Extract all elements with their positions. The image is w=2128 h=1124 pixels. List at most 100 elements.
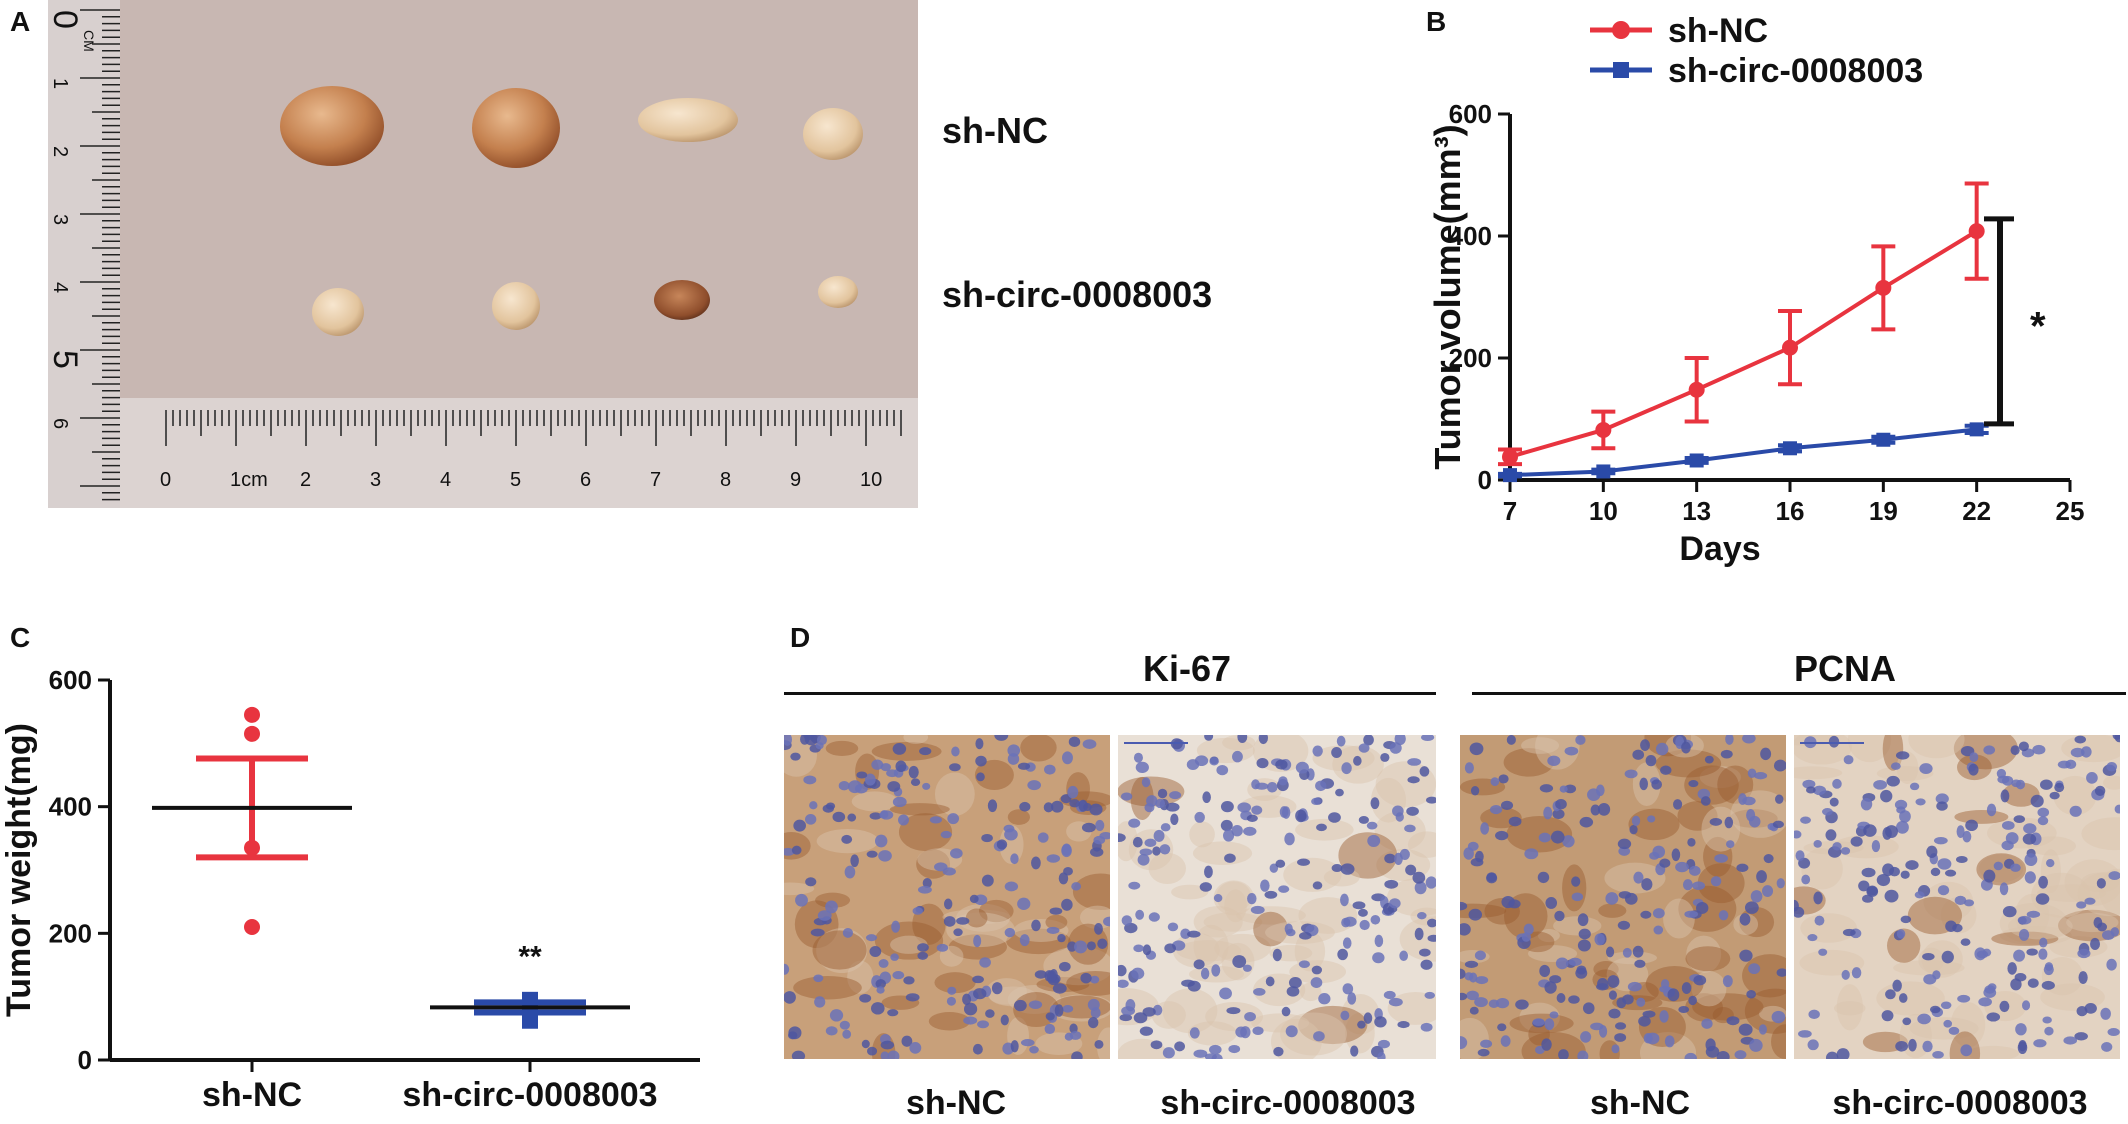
nucleus (2114, 804, 2120, 814)
nucleus (1343, 916, 1357, 927)
nucleus (1089, 803, 1103, 816)
stain-patch (1908, 735, 1965, 759)
nucleus (2027, 978, 2039, 988)
nucleus (1419, 766, 1430, 777)
stain-patch (1896, 751, 1919, 785)
nucleus (1269, 863, 1279, 873)
nucleus (1802, 779, 1816, 789)
nucleus (1495, 997, 1510, 1009)
nucleus (1795, 850, 1805, 862)
nucleus (1956, 825, 1965, 838)
nucleus (1851, 967, 1862, 979)
nucleus (1209, 1044, 1222, 1055)
ihc-label-2: sh-circ-0008003 (1160, 1084, 1416, 1122)
nucleus (2001, 840, 2014, 851)
stain-patch (1374, 811, 1426, 852)
nucleus (1671, 848, 1681, 862)
nucleus (1726, 840, 1735, 849)
data-point (244, 725, 260, 742)
stain-patch (1966, 1045, 2020, 1059)
data-point (244, 919, 260, 935)
nucleus (1405, 864, 1417, 876)
nucleus (1647, 815, 1656, 823)
nucleus (972, 975, 984, 984)
nucleus (1335, 788, 1344, 797)
nucleus (1814, 915, 1825, 926)
nucleus (2032, 744, 2046, 755)
nucleus (1121, 915, 1133, 926)
nucleus (1922, 1040, 1933, 1053)
nucleus (1579, 816, 1594, 828)
nucleus (1278, 885, 1290, 893)
nucleus (1701, 1018, 1713, 1029)
stain-patch (1771, 1024, 1786, 1059)
nucleus (1722, 975, 1733, 988)
nucleus (1224, 853, 1236, 863)
stain-patch (1079, 905, 1110, 930)
nucleus (803, 775, 817, 785)
nucleus (1633, 871, 1644, 884)
nucleus (1684, 1052, 1697, 1059)
stain-patch (1407, 831, 1436, 858)
nucleus (1524, 848, 1539, 860)
nucleus (1681, 741, 1691, 754)
nucleus (1736, 863, 1749, 872)
nucleus (2017, 915, 2032, 925)
nucleus (876, 986, 885, 994)
stain-patch (1999, 902, 2069, 944)
stain-patch (1203, 912, 1263, 932)
nucleus (1896, 929, 1906, 939)
vruler-label: 1 (49, 78, 71, 89)
nucleus (1926, 845, 1938, 858)
nucleus (795, 893, 808, 907)
nucleus (1017, 762, 1031, 770)
nucleus (1200, 967, 1210, 980)
nucleus (1544, 981, 1557, 994)
nucleus (1660, 765, 1672, 775)
nucleus (1078, 799, 1088, 812)
nucleus (1427, 934, 1436, 942)
nucleus (1086, 941, 1096, 951)
nucleus (878, 959, 889, 968)
nucleus (2018, 741, 2029, 752)
x-tick-label: 13 (1682, 496, 1711, 526)
nucleus (1358, 743, 1370, 753)
nucleus (1582, 1002, 1595, 1015)
nucleus (1404, 824, 1416, 833)
stain-patch (1162, 988, 1218, 1034)
nucleus (1139, 848, 1153, 856)
nucleus (1497, 1023, 1507, 1032)
hruler-label: 5 (510, 469, 521, 491)
nucleus (1071, 882, 1082, 891)
stain-patch (2002, 782, 2040, 807)
nucleus (1562, 835, 1575, 848)
nucleus (1495, 830, 1509, 841)
x-tick-label: 22 (1962, 496, 1991, 526)
nucleus (1074, 940, 1088, 954)
nucleus (1352, 901, 1366, 910)
nucleus (898, 814, 909, 826)
stain-patch (2077, 871, 2120, 917)
stain-patch (1283, 857, 1342, 892)
nucleus (1347, 992, 1357, 1005)
nucleus (1187, 930, 1201, 938)
nucleus (1258, 735, 1268, 745)
nucleus (1340, 893, 1349, 907)
nucleus (817, 910, 832, 921)
nucleus (1037, 832, 1049, 843)
nucleus (1739, 913, 1751, 926)
nucleus (1169, 791, 1182, 800)
nucleus (1069, 799, 1080, 808)
nucleus (1046, 970, 1057, 983)
nucleus (1187, 980, 1201, 992)
stain-patch (1224, 889, 1247, 923)
nucleus (1144, 838, 1157, 848)
nucleus (1350, 1045, 1359, 1057)
nucleus (1119, 1014, 1133, 1022)
stain-patch (793, 975, 862, 1000)
nucleus (1508, 816, 1522, 827)
nucleus (1813, 839, 1822, 848)
nucleus (1772, 820, 1784, 829)
nucleus (977, 1020, 989, 1029)
nucleus (1580, 1031, 1592, 1043)
